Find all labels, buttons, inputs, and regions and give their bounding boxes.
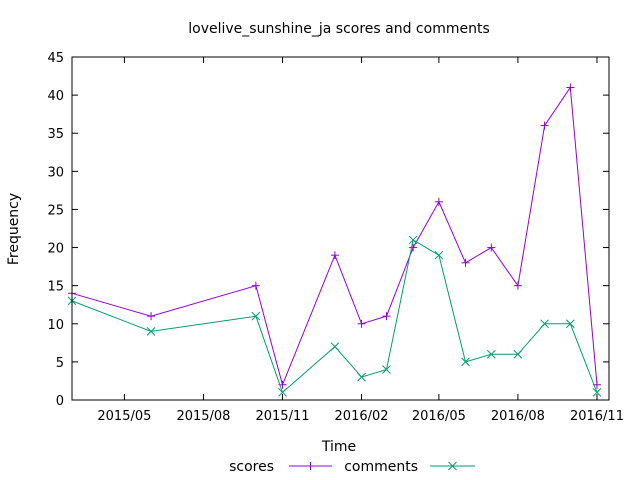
plot-area [67, 83, 602, 397]
data-point-comments [540, 319, 549, 329]
data-point-comments [251, 311, 261, 321]
data-point-scores [251, 281, 260, 290]
x-axis-label: Time [321, 439, 356, 455]
data-point-scores [461, 258, 470, 267]
data-point-scores [382, 312, 391, 321]
legend-label-comments: comments [344, 459, 418, 475]
legend: scores comments [229, 459, 475, 475]
y-axis-label: Frequency [6, 193, 22, 265]
data-point-comments [434, 250, 444, 260]
x-tick-label: 2015/05 [97, 409, 151, 424]
data-point-comments [565, 319, 575, 329]
data-point-scores [147, 312, 156, 321]
data-point-scores [487, 243, 496, 252]
y-tick-label: 25 [47, 203, 64, 218]
data-point-comments [461, 357, 470, 367]
plot-border [71, 56, 610, 401]
y-tick-label: 20 [47, 242, 64, 257]
data-point-comments [486, 349, 496, 359]
data-point-scores [330, 251, 339, 260]
x-axis: 2015/05 2015/08 2015/11 2016/02 2016/05 2016/… [97, 57, 624, 424]
data-point-comments [146, 327, 156, 336]
data-point-scores [357, 319, 366, 328]
data-point-comments [592, 388, 602, 397]
data-point-comments [357, 372, 366, 382]
chart-title: lovelive_sunshine_ja scores and comments [188, 21, 490, 37]
data-point-scores [409, 243, 418, 252]
y-tick-label: 10 [47, 318, 64, 333]
data-point-comments [278, 388, 287, 397]
y-tick-label: 0 [56, 394, 64, 409]
data-point-scores [566, 83, 575, 92]
x-tick-label: 2016/11 [570, 409, 624, 424]
legend-marker-scores [306, 462, 315, 470]
data-point-comments [382, 365, 391, 374]
x-tick-label: 2016/08 [491, 409, 545, 424]
x-tick-label: 2015/08 [176, 409, 230, 424]
data-point-scores [513, 281, 522, 290]
data-point-comments [513, 349, 523, 359]
data-point-scores [434, 197, 443, 206]
y-tick-label: 45 [47, 51, 64, 66]
y-tick-label: 30 [47, 165, 64, 180]
series-line-scores [71, 86, 598, 387]
y-tick-label: 5 [56, 356, 64, 371]
legend-marker-comments [448, 461, 457, 471]
y-axis: 0 5 10 15 20 25 30 35 40 45 [47, 51, 609, 409]
y-tick-label: 15 [47, 280, 64, 295]
x-tick-label: 2016/02 [335, 409, 389, 424]
data-point-comments [408, 235, 418, 245]
x-tick-label: 2016/05 [412, 409, 466, 424]
y-tick-label: 40 [47, 89, 64, 104]
data-point-comments [330, 342, 340, 351]
legend-label-scores: scores [229, 459, 274, 475]
x-tick-label: 2015/11 [255, 409, 309, 424]
data-point-scores [540, 121, 549, 130]
y-tick-label: 35 [47, 127, 64, 142]
